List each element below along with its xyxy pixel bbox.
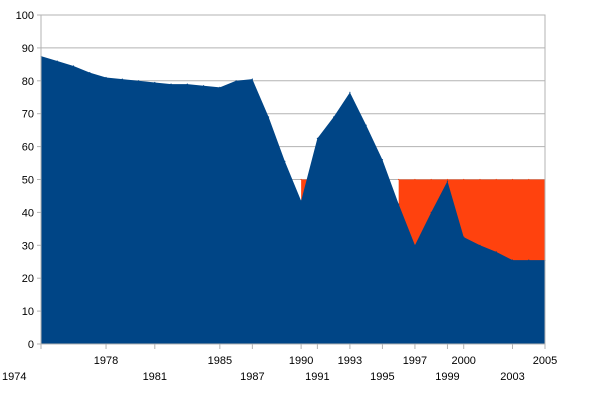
data-point-series-2-2000 bbox=[463, 178, 465, 181]
x-tick-label: 1999 bbox=[435, 371, 459, 383]
data-point-series-1-1976 bbox=[72, 65, 75, 67]
data-point-series-1-2003 bbox=[511, 259, 514, 261]
data-point-series-1-1992 bbox=[333, 116, 335, 118]
x-tick-label: 1974 bbox=[2, 371, 26, 383]
x-tick-label: 1997 bbox=[403, 355, 427, 367]
data-point-series-1-1991 bbox=[316, 137, 318, 139]
data-point-series-1-1984 bbox=[202, 85, 205, 87]
axes bbox=[37, 14, 546, 349]
x-tick-label: 2005 bbox=[533, 355, 557, 367]
y-tick-label: 40 bbox=[22, 207, 34, 219]
y-tick-label: 90 bbox=[22, 43, 34, 55]
x-tick-label: 2003 bbox=[500, 371, 524, 383]
x-axis-tick-labels: 1978 1985 1990 1993 1997 2000 2005 1974 1981 1987… bbox=[2, 355, 557, 383]
data-point-series-2-2002 bbox=[495, 178, 497, 181]
y-tick-label: 100 bbox=[16, 10, 34, 22]
data-point-series-1-1999 bbox=[446, 180, 449, 182]
data-point-series-1-1993 bbox=[349, 91, 351, 93]
data-point-series-1-1975 bbox=[56, 60, 58, 62]
data-point-series-1-2001 bbox=[479, 244, 481, 246]
area-series bbox=[40, 55, 546, 344]
x-tick-label: 2000 bbox=[451, 355, 475, 367]
data-point-series-1-1978 bbox=[105, 76, 107, 79]
x-tick-label: 1985 bbox=[208, 355, 232, 367]
y-tick-label: 60 bbox=[22, 142, 34, 154]
x-tick-label: 1995 bbox=[370, 371, 394, 383]
x-tick-label: 1990 bbox=[289, 355, 313, 367]
data-point-series-1-1994 bbox=[365, 124, 367, 126]
data-point-series-1-1985 bbox=[219, 86, 221, 88]
data-point-series-1-1995 bbox=[381, 159, 384, 161]
y-tick-label: 20 bbox=[22, 273, 34, 285]
data-point-series-2-1999 bbox=[446, 178, 449, 181]
data-point-series-1-1986 bbox=[235, 80, 237, 82]
data-point-series-1-1998 bbox=[430, 211, 432, 213]
y-tick-label: 0 bbox=[28, 339, 34, 351]
y-tick-label: 50 bbox=[22, 175, 34, 187]
data-point-series-2-1998 bbox=[430, 178, 432, 181]
y-tick-label: 10 bbox=[22, 306, 34, 318]
data-point-series-1-1979 bbox=[121, 78, 123, 80]
data-point-series-1-1982 bbox=[170, 83, 172, 85]
plot-border bbox=[40, 14, 546, 345]
x-tick-label: 1981 bbox=[143, 371, 167, 383]
data-point-series-1-2002 bbox=[495, 251, 497, 253]
data-point-series-2-2004 bbox=[528, 178, 530, 181]
data-point-series-1-2000 bbox=[463, 236, 465, 238]
y-tick-label: 30 bbox=[22, 240, 34, 252]
data-point-series-2-2001 bbox=[479, 178, 481, 181]
data-point-series-1-1987 bbox=[251, 78, 253, 80]
y-axis-tick-labels: 0 10 20 30 40 50 60 70 80 90 100 bbox=[16, 10, 34, 351]
data-point-series-1-1997 bbox=[414, 244, 416, 246]
data-point-series-1-1980 bbox=[137, 80, 140, 82]
data-point-series-1-1977 bbox=[89, 71, 91, 74]
data-point-series-1-1988 bbox=[268, 116, 270, 118]
y-tick-label: 80 bbox=[22, 76, 34, 88]
data-point-series-1-2004 bbox=[528, 259, 530, 261]
x-tick-label: 1978 bbox=[94, 355, 118, 367]
data-point-series-1-1989 bbox=[284, 160, 286, 163]
x-tick-label: 1987 bbox=[240, 371, 264, 383]
data-point-series-1-1996 bbox=[398, 203, 400, 205]
data-point-series-2-1990 bbox=[300, 178, 302, 181]
x-tick-label: 1991 bbox=[305, 371, 329, 383]
data-point-series-2-2003 bbox=[511, 178, 514, 181]
data-point-series-2-1996 bbox=[398, 178, 400, 181]
data-point-series-2-1997 bbox=[414, 178, 416, 181]
data-point-series-1-1981 bbox=[154, 81, 156, 84]
y-tick-label: 70 bbox=[22, 109, 34, 121]
area-series-1-segment-1 bbox=[41, 56, 545, 344]
data-point-series-1-1983 bbox=[186, 83, 188, 85]
x-tick-label: 1993 bbox=[338, 355, 362, 367]
data-point-series-1-1990 bbox=[300, 200, 302, 202]
